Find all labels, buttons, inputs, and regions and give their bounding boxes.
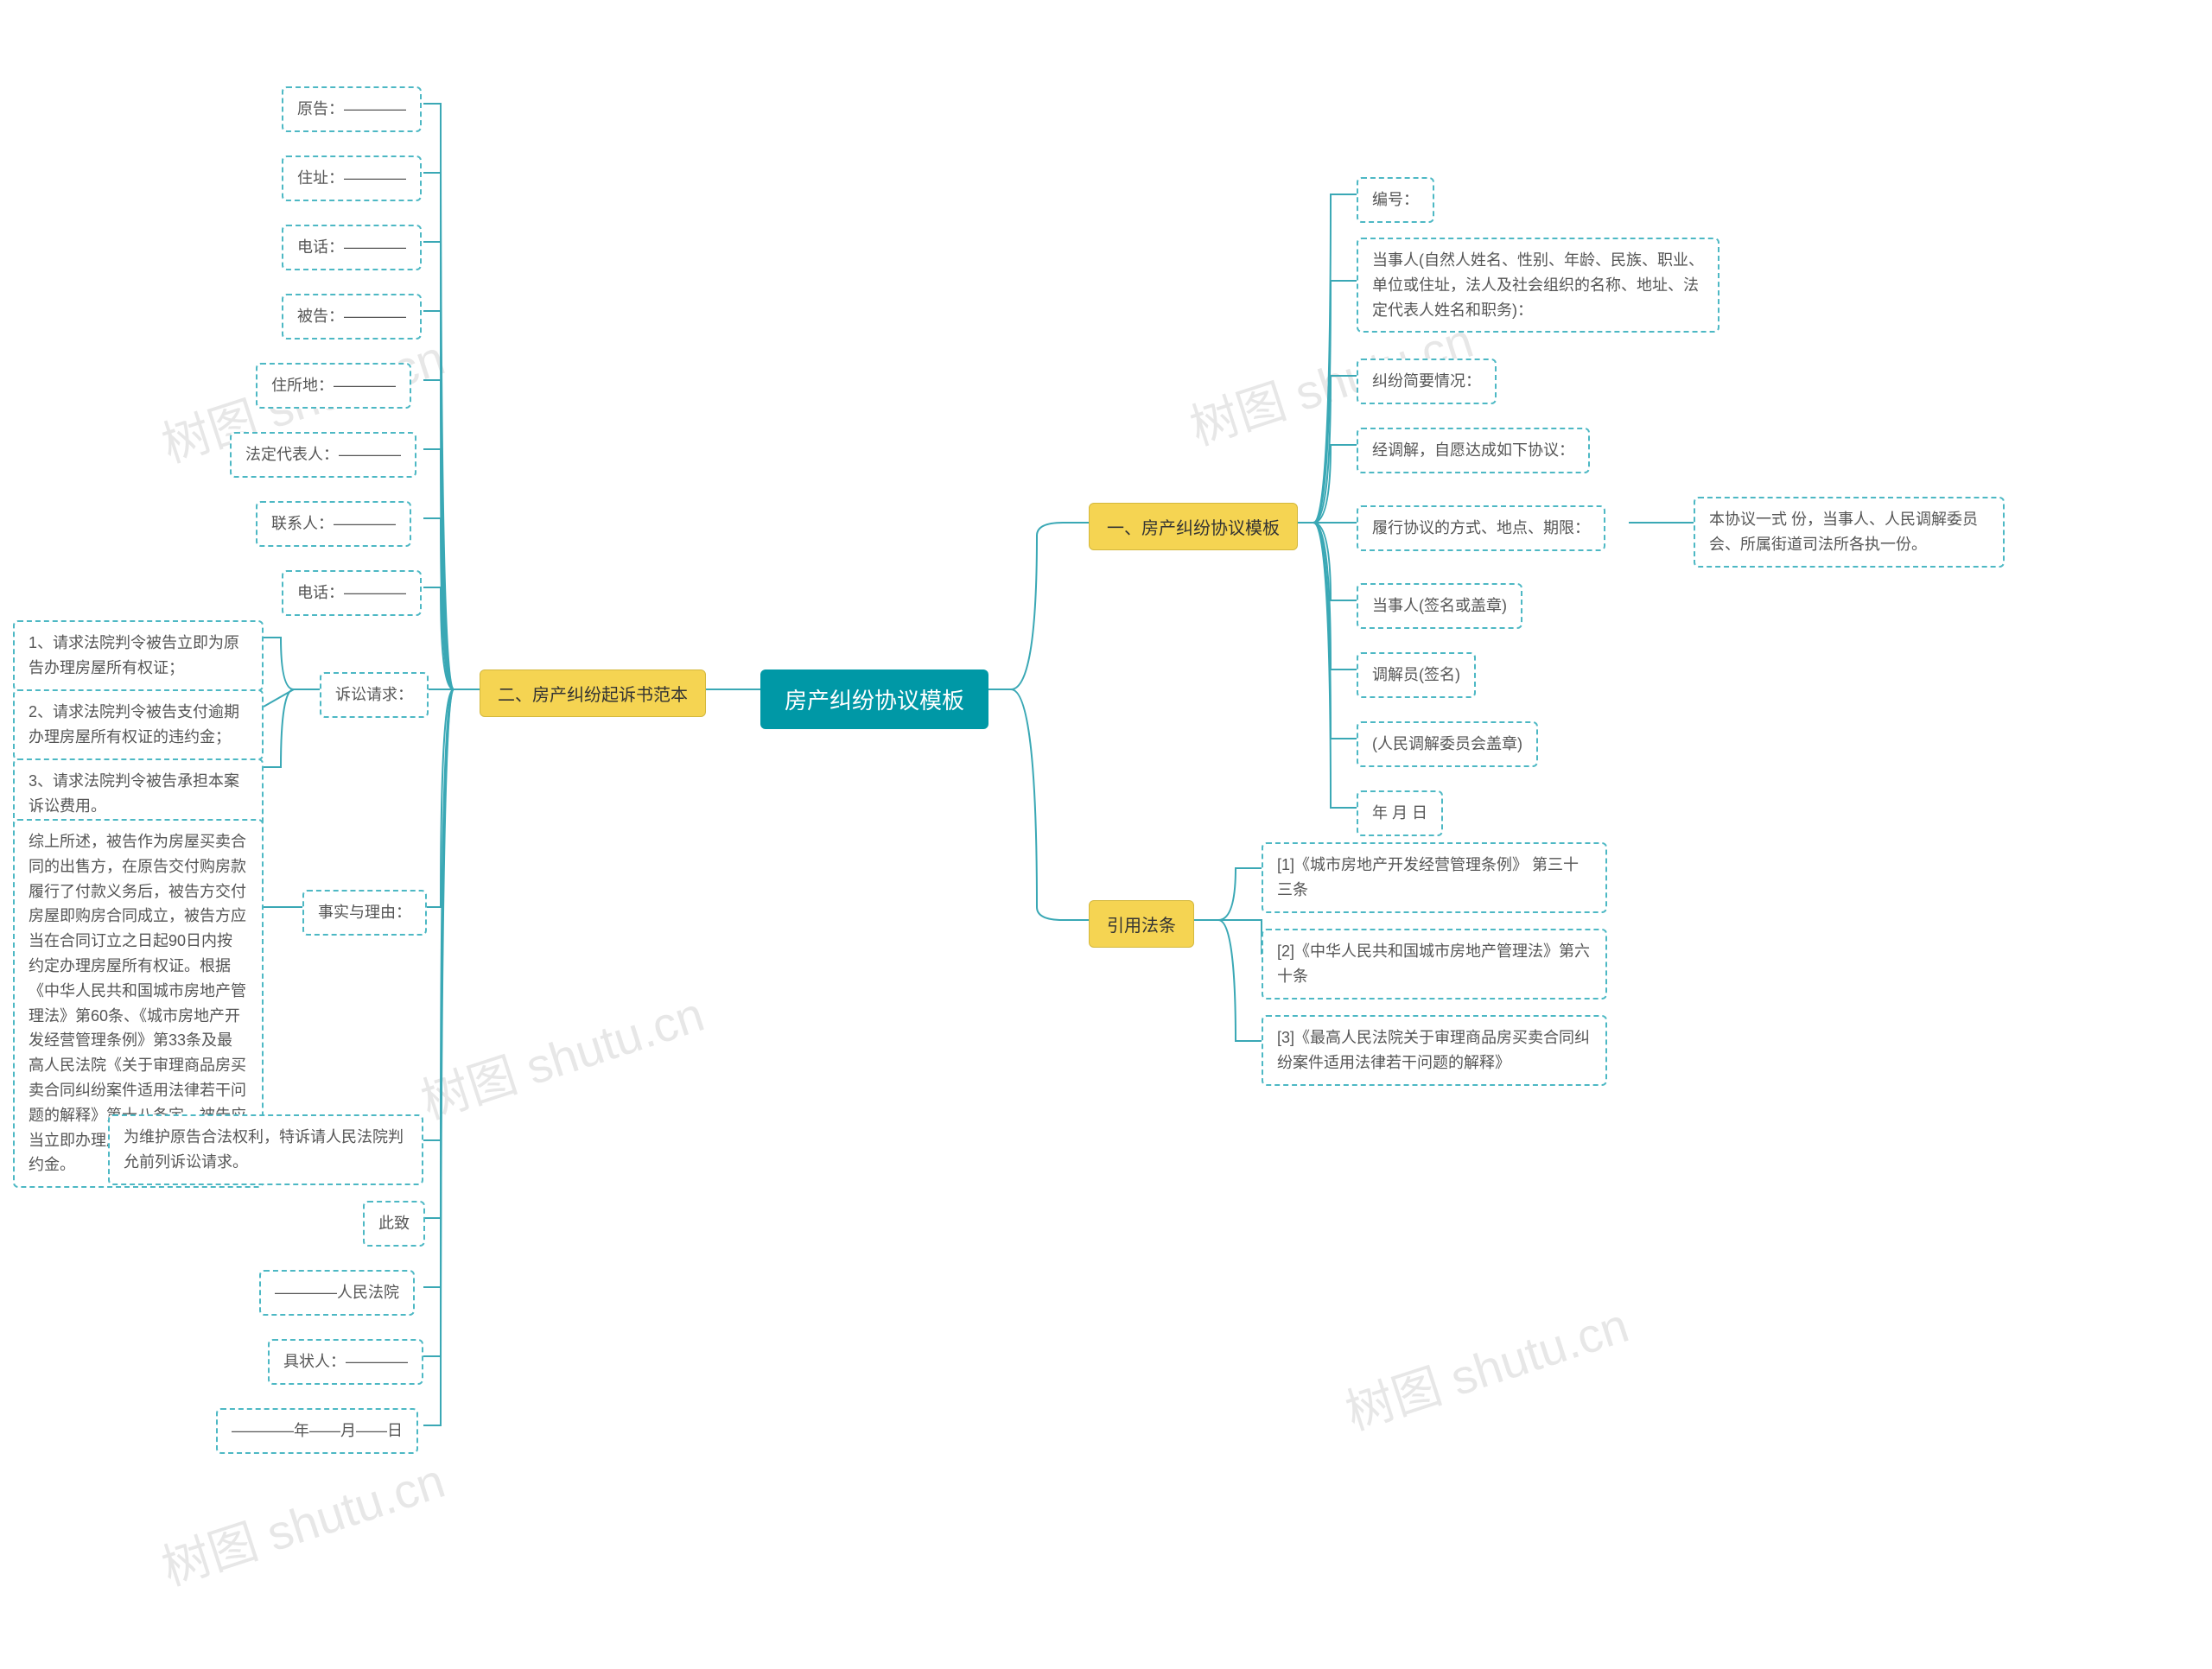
- leaf-claims-label[interactable]: 诉讼请求：: [320, 672, 429, 718]
- branch-property-agreement[interactable]: 一、房产纠纷协议模板: [1089, 503, 1298, 550]
- watermark: 树图 shutu.cn: [1336, 1287, 1637, 1444]
- leaf-address[interactable]: 住址：————: [282, 155, 422, 201]
- leaf-tail-5[interactable]: ————年——月——日: [216, 1408, 418, 1454]
- leaf-contact[interactable]: 联系人：————: [256, 501, 411, 547]
- leaf-parties[interactable]: 当事人(自然人姓名、性别、年龄、民族、职业、单位或住址，法人及社会组织的名称、地…: [1357, 238, 1719, 333]
- leaf-facts-label[interactable]: 事实与理由：: [302, 890, 427, 936]
- leaf-phone2[interactable]: 电话：————: [282, 570, 422, 616]
- root-node[interactable]: 房产纠纷协议模板: [760, 670, 988, 729]
- mindmap-canvas: 树图 shutu.cn 树图 shutu.cn 树图 shutu.cn 树图 s…: [0, 0, 2212, 1669]
- branch-label: 二、房产纠纷起诉书范本: [498, 686, 688, 705]
- branch-label: 引用法条: [1107, 917, 1176, 936]
- leaf-cite-3[interactable]: [3]《最高人民法院关于审理商品房买卖合同纠纷案件适用法律若干问题的解释》: [1262, 1015, 1607, 1086]
- leaf-tail-2[interactable]: 此致: [363, 1201, 425, 1247]
- branch-citations[interactable]: 引用法条: [1089, 900, 1194, 948]
- leaf-cite-1[interactable]: [1]《城市房地产开发经营管理条例》 第三十三条: [1262, 842, 1607, 913]
- leaf-claim-2[interactable]: 2、请求法院判令被告支付逾期办理房屋所有权证的违约金；: [13, 689, 264, 760]
- leaf-perform-method[interactable]: 履行协议的方式、地点、期限：: [1357, 505, 1605, 551]
- leaf-legalrep[interactable]: 法定代表人：————: [230, 432, 416, 478]
- leaf-phone1[interactable]: 电话：————: [282, 225, 422, 270]
- watermark: 树图 shutu.cn: [411, 976, 712, 1133]
- leaf-claim-1[interactable]: 1、请求法院判令被告立即为原告办理房屋所有权证；: [13, 620, 264, 691]
- leaf-committee-seal[interactable]: (人民调解委员会盖章): [1357, 721, 1538, 767]
- leaf-party-sign[interactable]: 当事人(签名或盖章): [1357, 583, 1522, 629]
- root-label: 房产纠纷协议模板: [785, 688, 964, 714]
- leaf-date[interactable]: 年 月 日: [1357, 790, 1443, 836]
- leaf-tail-4[interactable]: 具状人：————: [268, 1339, 423, 1385]
- leaf-domicile[interactable]: 住所地：————: [256, 363, 411, 409]
- leaf-defendant[interactable]: 被告：————: [282, 294, 422, 340]
- branch-label: 一、房产纠纷协议模板: [1107, 519, 1280, 538]
- leaf-dispute-brief[interactable]: 纠纷简要情况：: [1357, 359, 1497, 404]
- leaf-plaintiff[interactable]: 原告：————: [282, 86, 422, 132]
- leaf-copies[interactable]: 本协议一式 份，当事人、人民调解委员会、所属街道司法所各执一份。: [1694, 497, 2005, 568]
- watermark: 树图 shutu.cn: [152, 1443, 453, 1600]
- leaf-cite-2[interactable]: [2]《中华人民共和国城市房地产管理法》第六十条: [1262, 929, 1607, 999]
- branch-complaint-template[interactable]: 二、房产纠纷起诉书范本: [480, 670, 706, 717]
- leaf-serial[interactable]: 编号：: [1357, 177, 1434, 223]
- leaf-mediator-sign[interactable]: 调解员(签名): [1357, 652, 1476, 698]
- leaf-tail-3[interactable]: ————人民法院: [259, 1270, 415, 1316]
- leaf-mediation-reached[interactable]: 经调解，自愿达成如下协议：: [1357, 428, 1590, 473]
- leaf-tail-1[interactable]: 为维护原告合法权利，特诉请人民法院判允前列诉讼请求。: [108, 1114, 423, 1185]
